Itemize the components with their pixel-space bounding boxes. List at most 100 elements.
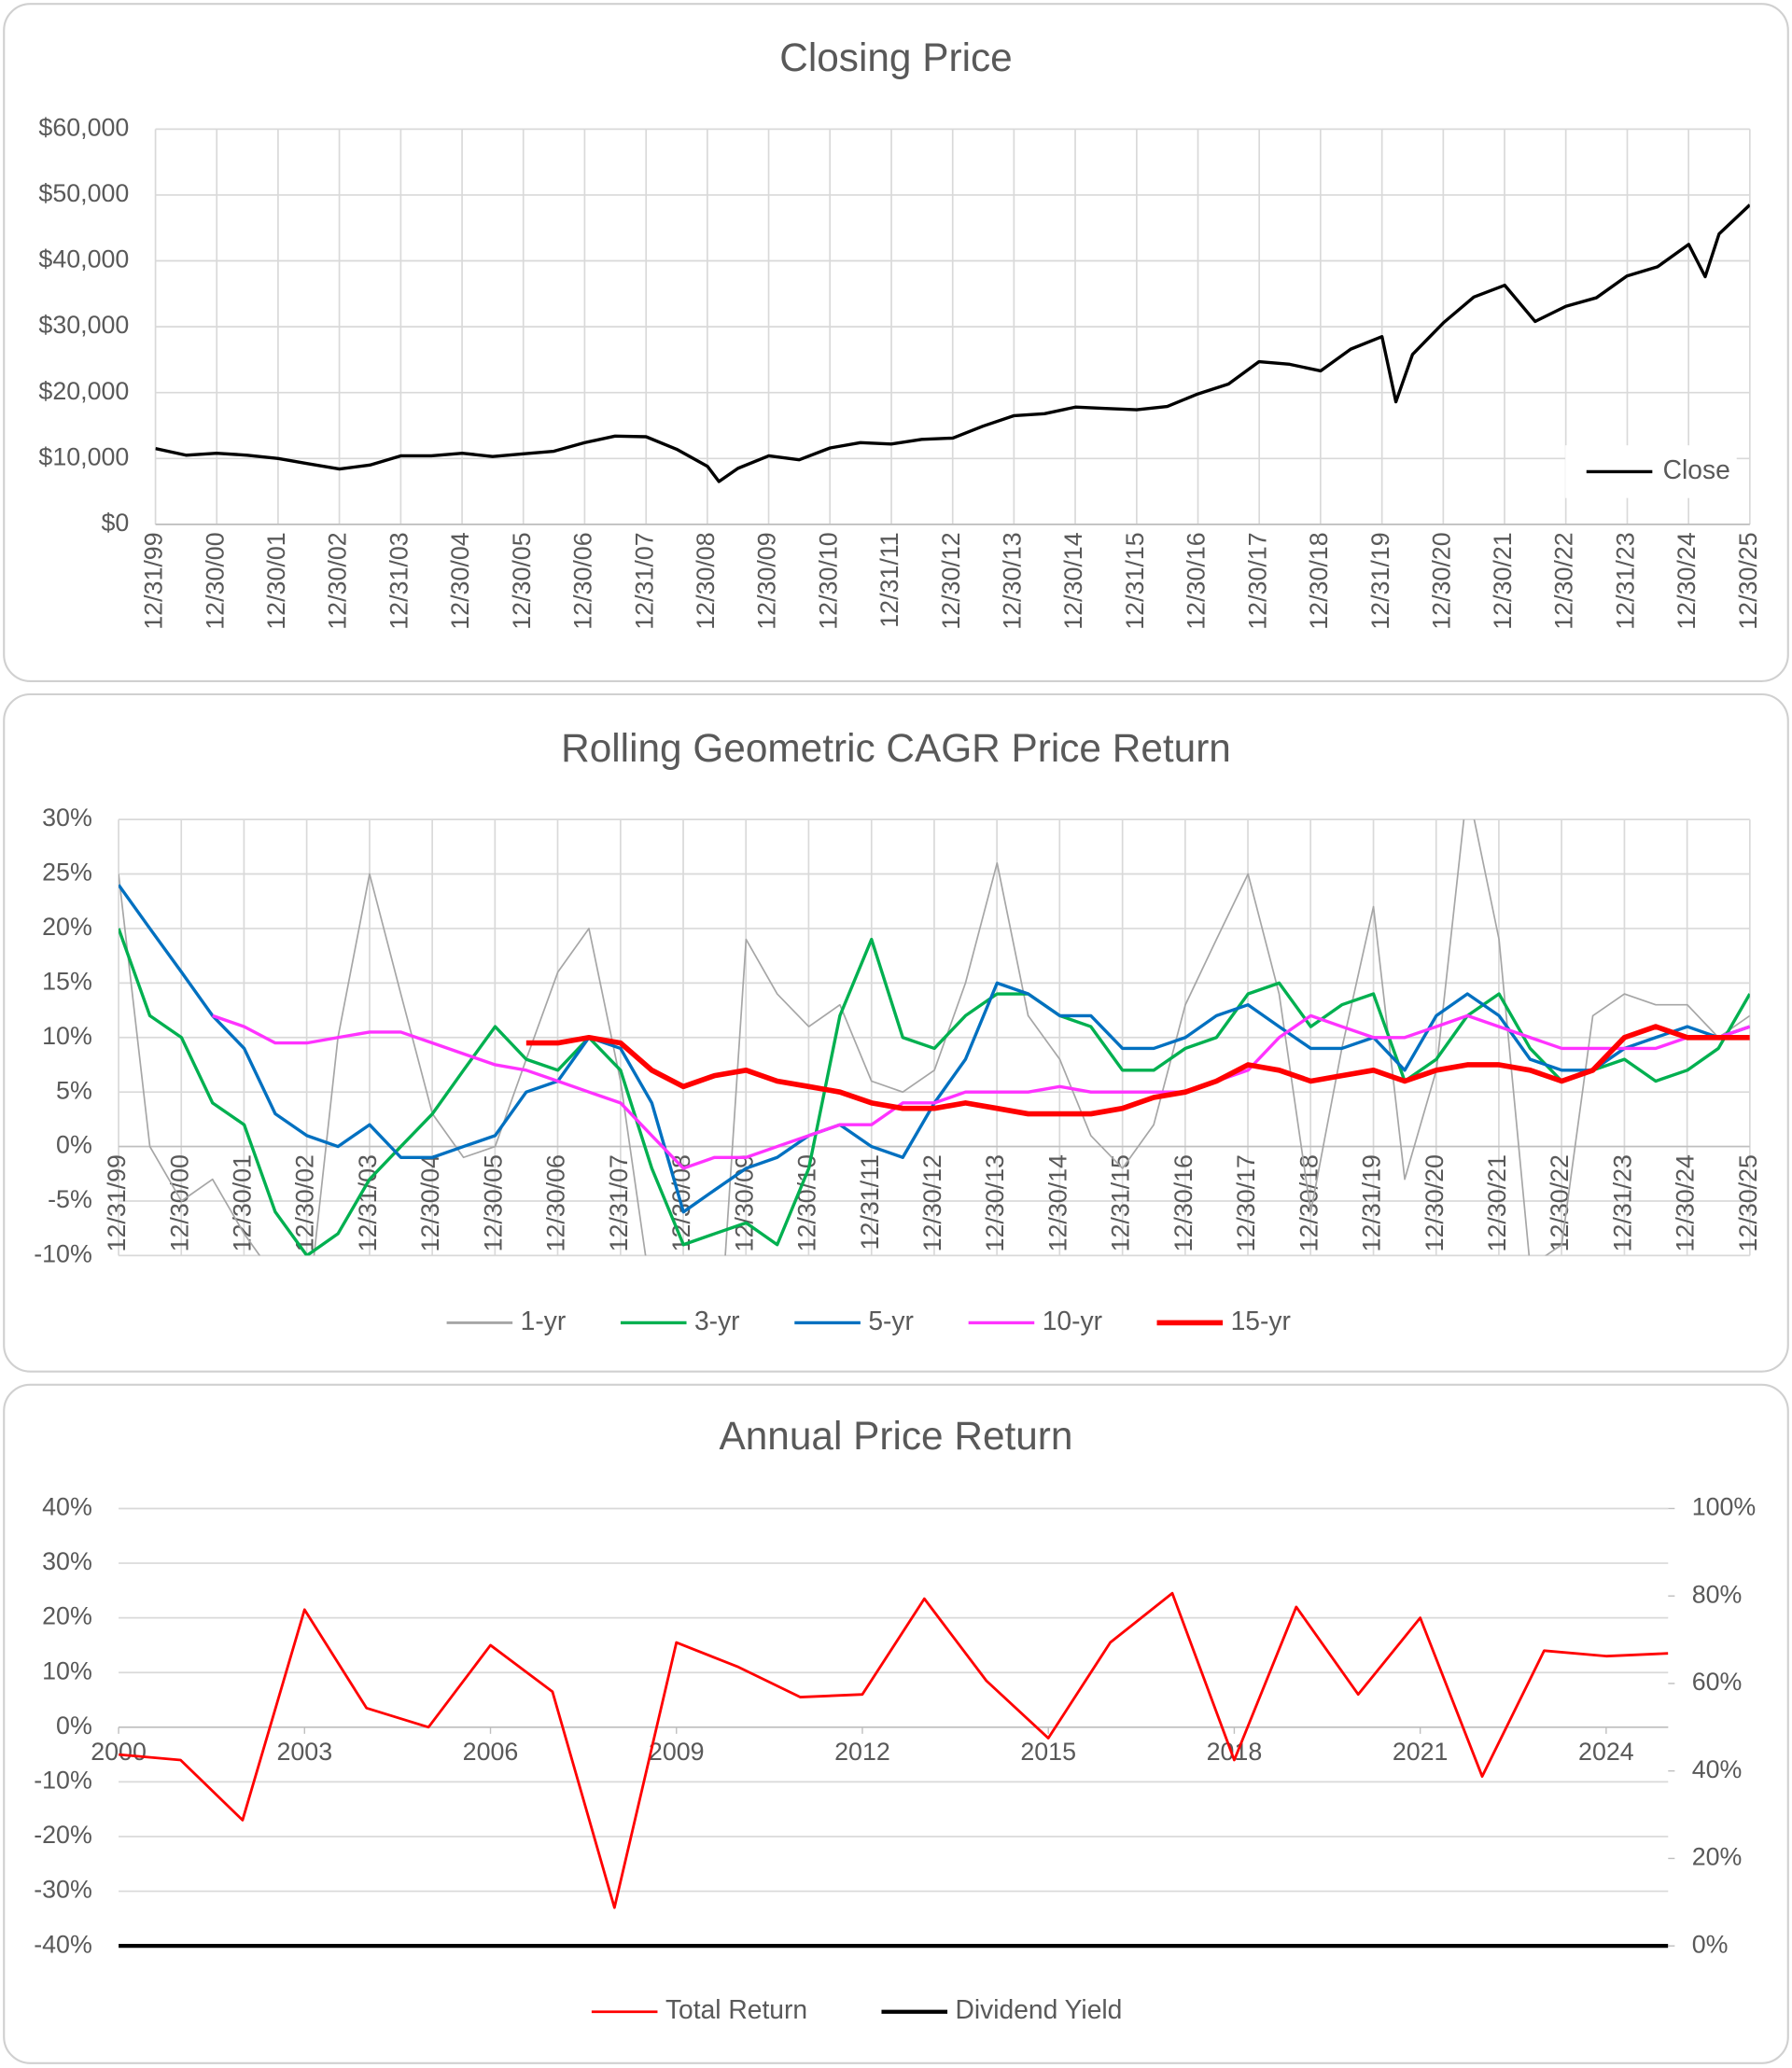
y2-tick-label: 0% — [1692, 1930, 1729, 1958]
x-tick-label: 12/30/06 — [568, 532, 596, 629]
x-tick-label: 12/31/15 — [1107, 1154, 1135, 1251]
x-tick-label: 12/30/05 — [479, 1154, 507, 1251]
series-line — [119, 819, 1750, 1256]
x-tick-label: 2018 — [1207, 1738, 1263, 1766]
x-tick-label: 12/30/21 — [1489, 532, 1517, 629]
y-tick-label: -5% — [48, 1185, 92, 1213]
x-tick-label: 12/30/25 — [1734, 1154, 1762, 1251]
x-tick-label: 12/30/02 — [291, 1154, 319, 1251]
y-tick-label: $50,000 — [38, 179, 129, 207]
y-tick-label: 10% — [42, 1656, 92, 1684]
x-tick-label: 12/31/23 — [1612, 532, 1640, 629]
y-tick-label: 30% — [42, 1547, 92, 1575]
x-tick-label: 12/30/13 — [998, 532, 1026, 629]
series-line — [155, 203, 1750, 483]
y-tick-label: 40% — [42, 1493, 92, 1521]
x-tick-label: 12/31/23 — [1609, 1154, 1637, 1251]
y2-tick-label: 100% — [1692, 1493, 1757, 1521]
y-tick-label: 0% — [56, 1712, 92, 1740]
y-tick-label: 5% — [56, 1076, 92, 1104]
x-tick-label: 12/30/16 — [1183, 532, 1211, 629]
y-tick-label: -10% — [34, 1239, 92, 1267]
y2-tick-label: 40% — [1692, 1755, 1743, 1783]
panel — [3, 1383, 1789, 2064]
x-tick-label: 12/30/12 — [937, 532, 965, 629]
x-tick-label: 2021 — [1393, 1738, 1449, 1766]
series-line — [212, 1013, 1750, 1170]
series-line — [119, 928, 1750, 1256]
legend-label: 3-yr — [694, 1306, 740, 1335]
y-tick-label: $20,000 — [38, 377, 129, 405]
y-tick-label: -10% — [34, 1766, 92, 1794]
legend-label: 1-yr — [521, 1306, 567, 1335]
x-tick-label: 12/30/02 — [324, 532, 352, 629]
x-tick-label: 12/31/99 — [103, 1154, 131, 1251]
y-tick-label: $60,000 — [38, 113, 129, 141]
y-tick-label: -40% — [34, 1930, 92, 1958]
y2-tick-label: 20% — [1692, 1843, 1743, 1871]
panel — [3, 3, 1789, 682]
x-tick-label: 12/30/00 — [201, 532, 229, 629]
y2-tick-label: 80% — [1692, 1580, 1743, 1608]
x-tick-label: 12/30/06 — [542, 1154, 570, 1251]
y-tick-label: -30% — [34, 1876, 92, 1904]
plot-lines — [155, 203, 1750, 483]
legend-label: Total Return — [665, 1994, 807, 2024]
x-tick-label: 12/30/04 — [416, 1154, 444, 1251]
y-tick-label: $10,000 — [38, 442, 129, 470]
x-tick-label: 12/31/15 — [1121, 532, 1149, 629]
x-tick-label: 12/30/17 — [1243, 532, 1271, 629]
x-tick-label: 12/30/10 — [814, 532, 842, 629]
legend-label: Dividend Yield — [956, 1994, 1123, 2024]
y2-tick-label: 60% — [1692, 1668, 1743, 1696]
x-tick-label: 12/30/25 — [1734, 532, 1762, 629]
x-tick-label: 12/30/01 — [228, 1154, 256, 1251]
x-tick-label: 12/30/22 — [1546, 1154, 1574, 1251]
plot-lines — [119, 819, 1750, 1256]
x-tick-label: 12/30/20 — [1427, 532, 1455, 629]
x-tick-label: 12/30/22 — [1550, 532, 1578, 629]
x-tick-label: 12/30/24 — [1672, 1154, 1700, 1251]
x-tick-label: 2006 — [463, 1738, 519, 1766]
legend-label: 15-yr — [1231, 1306, 1291, 1335]
x-tick-label: 12/30/17 — [1232, 1154, 1260, 1251]
x-tick-label: 12/30/08 — [692, 532, 720, 629]
y-tick-label: $0 — [102, 509, 130, 537]
x-tick-label: 2015 — [1020, 1738, 1076, 1766]
plot-lines — [119, 1591, 1669, 1949]
y-tick-label: -20% — [34, 1821, 92, 1849]
x-tick-label: 12/30/13 — [981, 1154, 1009, 1251]
x-tick-label: 12/30/01 — [262, 532, 290, 629]
x-tick-label: 12/30/16 — [1169, 1154, 1197, 1251]
x-tick-label: 12/30/21 — [1483, 1154, 1511, 1251]
x-tick-label: 12/30/09 — [753, 532, 781, 629]
chart-title: Closing Price — [779, 35, 1012, 79]
y-tick-label: 15% — [42, 967, 92, 995]
x-tick-label: 12/30/00 — [165, 1154, 193, 1251]
series-line — [119, 1591, 1669, 1909]
panel — [3, 692, 1789, 1373]
y-tick-label: $40,000 — [38, 245, 129, 273]
x-tick-label: 12/31/11 — [875, 532, 903, 627]
y-tick-label: 20% — [42, 1602, 92, 1630]
x-tick-label: 2012 — [834, 1738, 890, 1766]
x-tick-label: 12/30/24 — [1673, 532, 1701, 629]
legend-label: 5-yr — [868, 1306, 914, 1335]
x-tick-label: 2000 — [91, 1738, 147, 1766]
x-tick-label: 12/31/99 — [140, 532, 168, 629]
legend-label: 10-yr — [1043, 1306, 1102, 1335]
x-tick-label: 12/31/19 — [1358, 1154, 1386, 1251]
y-tick-label: 10% — [42, 1022, 92, 1050]
chart-title: Annual Price Return — [720, 1414, 1073, 1458]
series-line — [525, 1024, 1750, 1117]
x-tick-label: 12/31/07 — [630, 532, 658, 629]
x-tick-label: 12/30/18 — [1305, 532, 1333, 629]
x-tick-label: 12/30/14 — [1043, 1154, 1071, 1251]
y-tick-label: 20% — [42, 913, 92, 941]
y-tick-label: 30% — [42, 803, 92, 831]
x-tick-label: 12/31/03 — [385, 532, 413, 629]
x-tick-label: 2024 — [1578, 1738, 1634, 1766]
y-tick-label: 0% — [56, 1131, 92, 1159]
